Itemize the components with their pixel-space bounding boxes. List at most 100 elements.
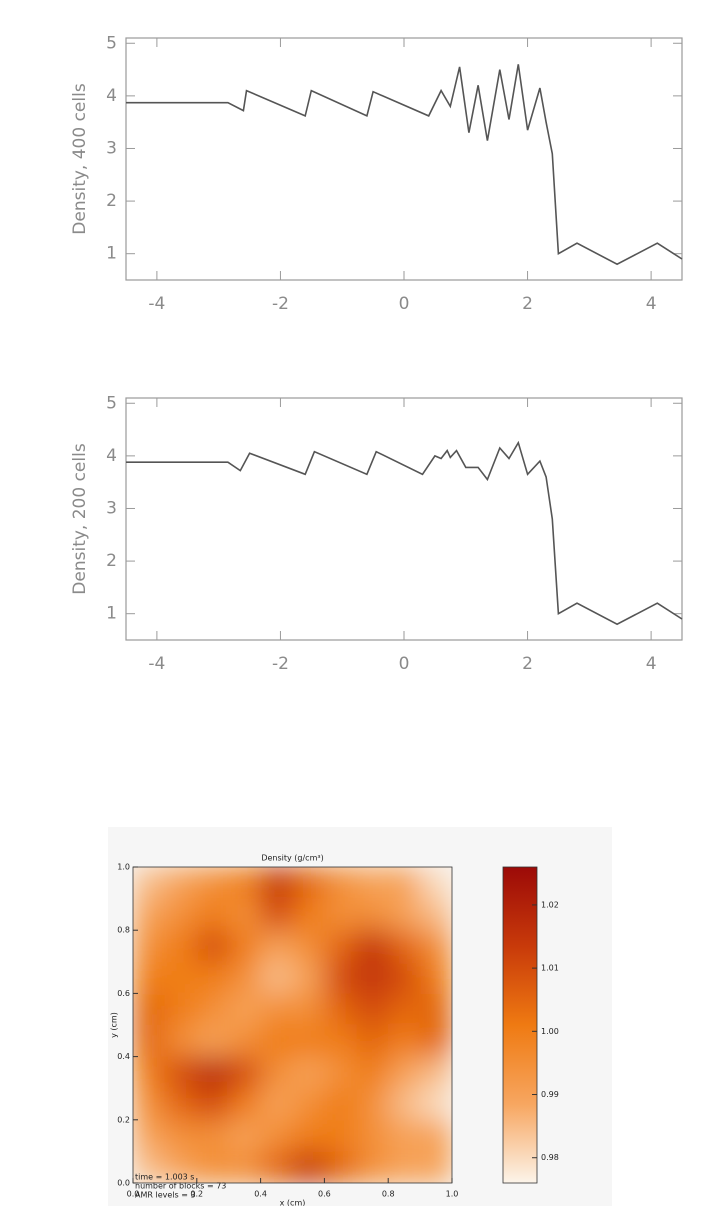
heat-cell (260, 898, 293, 931)
heat-cell (228, 898, 262, 931)
heat-cell (388, 1151, 421, 1183)
y-tick-label: 1.0 (117, 863, 130, 872)
heat-cell (420, 1056, 452, 1089)
heat-cell (133, 1151, 166, 1183)
y-tick-label: 0.0 (117, 1179, 130, 1188)
heat-cell (196, 1056, 230, 1089)
x-tick-label: 0.8 (382, 1190, 395, 1199)
plot-frame (125, 37, 683, 281)
heat-cell (356, 993, 389, 1026)
heat-cell (292, 993, 325, 1026)
x-tick-label: 4 (646, 654, 657, 674)
heat-cell (356, 1088, 389, 1121)
heat-cell (196, 867, 230, 900)
colorbar-tick-label: 0.99 (541, 1090, 559, 1099)
heat-cell (133, 961, 166, 994)
heat-cell (356, 961, 389, 994)
y-tick-label: 5 (106, 33, 117, 53)
heat-cell (420, 1119, 452, 1152)
density-line (126, 440, 683, 626)
heat-cell (324, 1119, 357, 1152)
heat-cell (196, 1151, 230, 1183)
heat-cell (388, 1119, 421, 1152)
heat-cell (196, 898, 230, 931)
heat-cell (388, 1025, 421, 1058)
heat-cell (324, 1056, 357, 1089)
heat-cell (133, 1056, 166, 1089)
y-tick-label: 0.6 (117, 989, 130, 998)
y-axis-label: Density, 200 cells (70, 443, 90, 595)
x-tick-label: 1.0 (446, 1190, 459, 1199)
heat-cell (420, 993, 452, 1026)
heat-cell (164, 993, 198, 1026)
heat-cell (420, 1025, 452, 1058)
x-tick-label: 0 (399, 294, 410, 314)
heat-cell (356, 867, 389, 900)
x-tick-label: 2 (522, 294, 533, 314)
heat-cell (388, 1088, 421, 1121)
heat-cell (164, 1025, 198, 1058)
colorbar-tick-label: 0.98 (541, 1153, 559, 1162)
y-tick-label: 3 (106, 138, 117, 158)
heat-cell (356, 1056, 389, 1089)
colorbar-tick-label: 1.02 (541, 900, 559, 909)
heat-cell (164, 1056, 198, 1089)
y-axis-label: Density, 400 cells (70, 83, 90, 235)
x-tick-label: 0.0 (127, 1190, 140, 1199)
x-tick-label: 2 (522, 654, 533, 674)
heat-cell (356, 1151, 389, 1183)
colorbar (502, 866, 538, 1184)
heat-cell (164, 961, 198, 994)
heat-cell (260, 1025, 293, 1058)
x-tick-label: 4 (646, 294, 657, 314)
heat-cell (164, 930, 198, 963)
heat-cell (292, 1056, 325, 1089)
heat-cell (133, 1119, 166, 1152)
heat-cell (324, 993, 357, 1026)
heat-cell (260, 1056, 293, 1089)
x-tick-label: -2 (272, 294, 289, 314)
heat-cell (388, 930, 421, 963)
x-tick-label: 0.4 (254, 1190, 267, 1199)
colorbar-tick-label: 1.01 (541, 964, 559, 973)
heat-cell (324, 867, 357, 900)
annotation: number of blocks = 73 (135, 1182, 226, 1191)
heat-cell (133, 930, 166, 963)
heat-cell (133, 867, 166, 900)
heat-cell (388, 993, 421, 1026)
heat-cell (260, 961, 293, 994)
heat-cell (133, 1025, 166, 1058)
heat-cell (133, 1088, 166, 1121)
y-tick-label: 5 (106, 393, 117, 413)
y-tick-label: 4 (106, 86, 117, 106)
plot-frame (125, 397, 683, 641)
heat-cell (133, 993, 166, 1026)
chart-title: Density (g/cm³) (261, 854, 323, 863)
heat-cell (196, 1025, 230, 1058)
heat-cell (324, 930, 357, 963)
density-line (126, 64, 683, 266)
heat-cell (420, 1088, 452, 1121)
x-tick-label: 0 (399, 654, 410, 674)
heatmap-cells (133, 867, 452, 1183)
heat-cell (292, 1088, 325, 1121)
heat-cell (196, 961, 230, 994)
heat-cell (260, 867, 293, 900)
heat-cell (164, 1151, 198, 1183)
heat-cell (228, 1088, 262, 1121)
heat-cell (228, 1025, 262, 1058)
heat-cell (133, 898, 166, 931)
y-tick-label: 3 (106, 498, 117, 518)
heat-cell (164, 1088, 198, 1121)
annotation: AMR levels = 3 (135, 1191, 196, 1200)
heat-cell (260, 1119, 293, 1152)
heat-cell (164, 867, 198, 900)
plot-frame (132, 866, 453, 1184)
heat-cell (228, 1119, 262, 1152)
heat-cell (356, 1025, 389, 1058)
y-tick-label: 2 (106, 551, 117, 571)
x-tick-label: 0.2 (190, 1190, 203, 1199)
y-tick-label: 0.4 (117, 1052, 130, 1061)
x-tick-label: 0.6 (318, 1190, 331, 1199)
